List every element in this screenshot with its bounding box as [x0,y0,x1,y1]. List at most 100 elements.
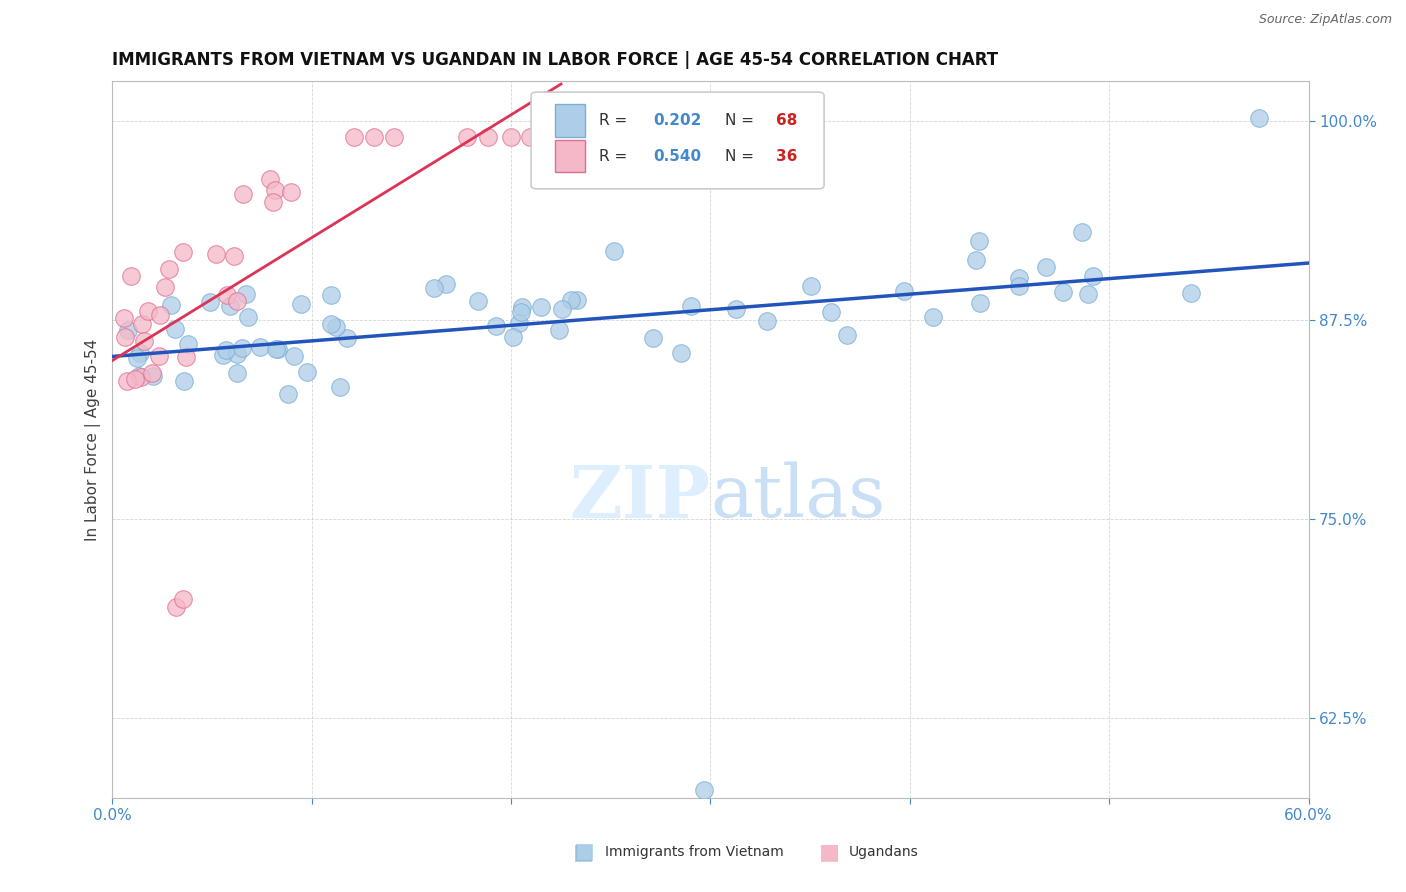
Point [277,387,299,401]
Point [267,342,290,356]
Point [264,183,287,197]
Point [141,366,163,380]
Point [127,351,149,366]
Point [117,375,139,389]
Text: N =: N = [725,113,759,128]
Point [1180,286,1202,301]
Point [232,187,254,202]
Point [134,334,156,348]
Point [215,343,238,357]
Point [756,314,779,328]
Point [120,269,142,284]
Text: 0.202: 0.202 [652,113,702,128]
Point [641,331,664,345]
Text: Immigrants from Vietnam: Immigrants from Vietnam [605,845,783,859]
FancyBboxPatch shape [531,92,824,189]
Point [1008,279,1031,293]
Point [172,591,194,606]
Point [583,130,606,145]
Point [231,342,253,356]
Point [336,331,359,345]
Point [510,305,533,319]
Point [114,330,136,344]
Text: 68: 68 [776,113,797,128]
Point [173,374,195,388]
Point [177,336,200,351]
Point [363,130,385,145]
Point [160,298,183,312]
Point [226,347,249,361]
Point [1077,287,1099,301]
Point [212,348,235,362]
Point [423,281,446,295]
Point [283,349,305,363]
Point [969,296,991,310]
Text: ZIP: ZIP [569,461,710,533]
Point [502,330,524,344]
Point [382,130,405,145]
Text: IMMIGRANTS FROM VIETNAM VS UGANDAN IN LABOR FORCE | AGE 45-54 CORRELATION CHART: IMMIGRANTS FROM VIETNAM VS UGANDAN IN LA… [112,51,998,69]
Point [329,380,352,394]
Point [174,350,197,364]
Point [1052,285,1074,299]
Point [456,130,478,145]
Point [965,252,987,267]
Point [477,130,499,145]
Point [204,246,226,260]
Text: Source: ZipAtlas.com: Source: ZipAtlas.com [1258,13,1392,27]
Point [519,130,541,145]
Point [835,327,858,342]
Point [131,317,153,331]
Point [128,346,150,360]
Point [153,280,176,294]
Point [235,286,257,301]
Text: Ugandans: Ugandans [849,845,920,859]
Point [1035,260,1057,274]
Point [218,300,240,314]
Point [224,249,246,263]
Point [264,342,287,356]
Point [548,323,571,337]
Point [280,185,302,199]
Point [136,304,159,318]
Point [893,285,915,299]
Point [508,316,530,330]
Text: □: □ [575,842,595,862]
Point [157,262,180,277]
Point [226,293,249,308]
Point [922,310,945,325]
Point [1007,271,1029,285]
Point [165,322,187,336]
Point [530,301,553,315]
FancyBboxPatch shape [555,104,585,136]
Text: R =: R = [599,149,633,164]
Point [131,370,153,384]
FancyBboxPatch shape [555,140,585,172]
Point [800,278,823,293]
Point [249,340,271,354]
Point [117,323,139,337]
Point [820,304,842,318]
Text: ■: ■ [820,842,839,862]
Point [530,130,553,145]
Point [262,194,284,209]
Point [172,245,194,260]
Point [217,288,239,302]
Y-axis label: In Labor Force | Age 45-54: In Labor Force | Age 45-54 [86,339,101,541]
Point [603,244,626,259]
Point [290,297,312,311]
Point [319,288,342,302]
Point [198,295,221,310]
Point [259,171,281,186]
Point [128,368,150,383]
Point [343,130,366,145]
Point [724,302,747,317]
Point [142,368,165,383]
Point [148,349,170,363]
Point [112,310,135,325]
Point [671,345,693,359]
Point [501,130,523,145]
Point [967,234,990,248]
Point [1071,225,1094,239]
Point [325,319,347,334]
